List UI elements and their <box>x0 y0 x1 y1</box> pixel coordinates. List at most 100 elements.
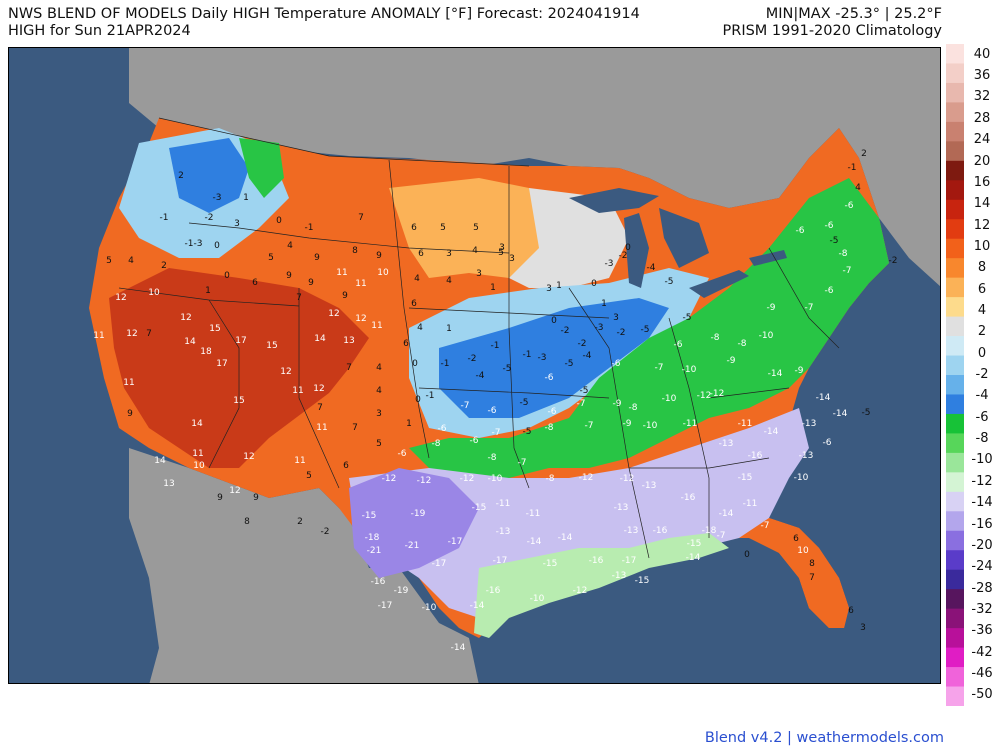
anomaly-value-label: -16 <box>371 577 386 587</box>
colorbar-tick-label: -4 <box>975 388 989 404</box>
credit-label[interactable]: Blend v4.2 | weathermodels.com <box>704 730 944 746</box>
anomaly-value-label: -6 <box>825 221 834 231</box>
colorbar-swatch <box>946 199 964 220</box>
anomaly-value-label: -1 <box>848 163 857 173</box>
anomaly-value-label: 0 <box>625 243 631 253</box>
anomaly-value-label: 0 <box>744 550 750 560</box>
anomaly-value-label: 11 <box>371 321 382 331</box>
colorbar-tick-label: 6 <box>977 281 987 297</box>
anomaly-value-label: -15 <box>687 539 702 549</box>
anomaly-value-label: -5 <box>830 236 839 246</box>
anomaly-value-label: 14 <box>314 334 326 344</box>
anomaly-value-label: 9 <box>314 253 320 263</box>
anomaly-value-label: -10 <box>682 365 697 375</box>
anomaly-value-label: -1 <box>523 350 532 360</box>
anomaly-value-label: -5 <box>580 386 589 396</box>
anomaly-lavender-south <box>349 408 809 618</box>
anomaly-value-label: 12 <box>280 367 291 377</box>
anomaly-value-label: -10 <box>422 603 437 613</box>
colorbar-tick-label: -8 <box>975 431 989 447</box>
anomaly-value-label: -6 <box>796 226 805 236</box>
anomaly-value-label: 6 <box>418 249 424 259</box>
anomaly-value-label: -6 <box>825 286 834 296</box>
anomaly-value-label: -3 <box>595 323 604 333</box>
anomaly-value-label: -8 <box>546 474 555 484</box>
colorbar-swatch <box>946 180 964 201</box>
anomaly-value-label: 5 <box>268 253 274 263</box>
anomaly-value-label: -12 <box>579 473 594 483</box>
anomaly-value-label: 5 <box>376 439 382 449</box>
anomaly-value-label: 13 <box>343 336 354 346</box>
colorbar-swatch <box>946 589 964 610</box>
anomaly-value-label: 7 <box>317 403 323 413</box>
anomaly-value-label: 12 <box>126 329 137 339</box>
lake-erie <box>689 270 749 298</box>
anomaly-value-label: -14 <box>558 533 573 543</box>
anomaly-value-label: 3 <box>499 243 505 253</box>
anomaly-value-label: -17 <box>448 537 463 547</box>
anomaly-value-label: -6 <box>488 406 497 416</box>
anomaly-value-label: 3 <box>476 269 482 279</box>
anomaly-value-label: 1 <box>601 299 607 309</box>
anomaly-value-label: 9 <box>342 291 348 301</box>
anomaly-value-label: 12 <box>313 384 324 394</box>
colorbar-tick-label: 10 <box>973 238 991 254</box>
anomaly-value-label: 2 <box>861 149 867 159</box>
anomaly-value-label: 3 <box>234 219 240 229</box>
anomaly-value-label: -6 <box>674 340 683 350</box>
anomaly-value-label: -13 <box>612 571 627 581</box>
anomaly-value-label: 5 <box>106 256 112 266</box>
anomaly-value-label: -17 <box>432 559 447 569</box>
anomaly-value-label: -5 <box>565 359 574 369</box>
anomaly-value-label: 3 <box>613 313 619 323</box>
anomaly-value-label: -4 <box>583 351 592 361</box>
anomaly-value-label: -17 <box>622 556 637 566</box>
colorbar-tick-label: -50 <box>971 687 993 703</box>
colorbar-swatch <box>946 608 964 629</box>
state-borders <box>118 117 840 559</box>
colorbar-tick-label: 40 <box>973 46 991 62</box>
anomaly-value-label: 10 <box>193 461 205 471</box>
anomaly-value-label: -9 <box>767 303 776 313</box>
anomaly-value-label: -13 <box>719 439 734 449</box>
colorbar-tick-label: -28 <box>971 580 993 596</box>
anomaly-value-label: -15 <box>543 559 558 569</box>
anomaly-value-label: -1 <box>160 213 169 223</box>
anomaly-value-label: 10 <box>148 288 160 298</box>
anomaly-value-label: 9 <box>286 271 292 281</box>
anomaly-value-label: -19 <box>394 586 409 596</box>
anomaly-value-label: -10 <box>488 474 503 484</box>
colorbar-tick-label: 32 <box>973 89 991 105</box>
anomaly-value-label: 3 <box>509 254 515 264</box>
anomaly-value-label: -15 <box>635 576 650 586</box>
anomaly-value-label: 7 <box>346 363 352 373</box>
anomaly-value-label: -13 <box>802 419 817 429</box>
colorbar-swatch <box>946 667 964 688</box>
anomaly-value-label: 14 <box>154 456 166 466</box>
anomaly-value-label: 2 <box>161 261 167 271</box>
anomaly-purple-texas <box>349 468 479 578</box>
anomaly-value-label: -7 <box>761 521 770 531</box>
colorbar-swatch <box>946 491 964 512</box>
anomaly-value-label: 12 <box>328 309 339 319</box>
anomaly-value-label: 15 <box>266 341 277 351</box>
anomaly-value-label: 9 <box>127 409 133 419</box>
anomaly-value-label: -10 <box>662 394 677 404</box>
colorbar-swatch <box>946 472 964 493</box>
anomaly-value-label: -16 <box>681 493 696 503</box>
anomaly-value-label: -6 <box>545 373 554 383</box>
anomaly-value-label: -8 <box>711 333 720 343</box>
anomaly-value-label: -21 <box>405 541 420 551</box>
anomaly-value-label: 15 <box>209 324 220 334</box>
lake-michigan <box>624 213 649 288</box>
temperature-anomaly-map[interactable]: 2 -3 1 -1 -2 3 0 -1 7 6 5 5 -1 -3 0 5 4 9 8 9 6 3 4 3 4 2 5 0 9 11 10 4… <box>8 47 941 684</box>
anomaly-value-label: -3 <box>605 259 614 269</box>
anomaly-value-label: -12 <box>573 586 588 596</box>
colorbar-swatch <box>946 433 964 454</box>
anomaly-value-label: 12 <box>229 486 240 496</box>
anomaly-value-label: 11 <box>316 423 327 433</box>
anomaly-value-label: -8 <box>738 339 747 349</box>
anomaly-value-label: 1 <box>490 283 496 293</box>
